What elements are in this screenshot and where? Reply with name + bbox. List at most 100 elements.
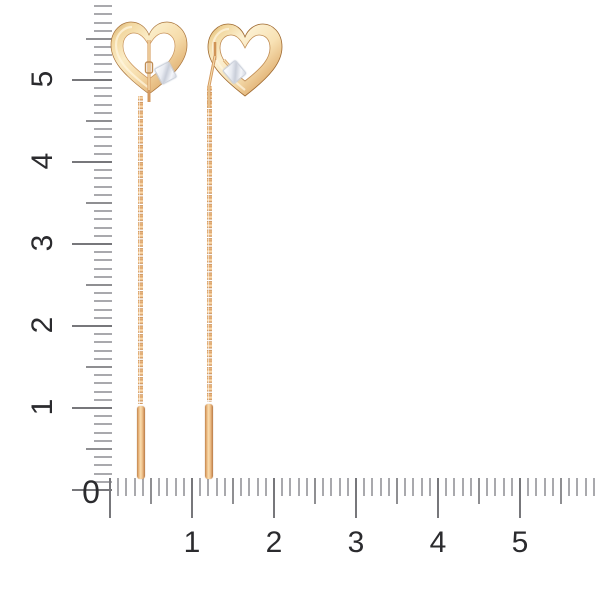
horizontal-tick-minor — [535, 478, 538, 496]
horizontal-tick-minor — [166, 478, 169, 496]
vertical-tick-minor — [94, 62, 112, 65]
right-earring-threader-bar — [205, 404, 213, 479]
vertical-tick-minor — [94, 456, 112, 459]
horizontal-tick-minor — [289, 478, 292, 496]
horizontal-tick-minor — [158, 478, 161, 496]
horizontal-tick-minor — [469, 478, 472, 496]
vertical-tick-minor — [94, 5, 112, 8]
horizontal-tick-minor — [543, 478, 546, 496]
vertical-tick-minor — [94, 423, 112, 426]
horizontal-tick-mid — [396, 478, 398, 504]
horizontal-tick-minor — [584, 478, 587, 496]
horizontal-tick-minor — [264, 478, 267, 496]
horizontal-tick-mid — [478, 478, 480, 504]
horizontal-tick-minor — [404, 478, 407, 496]
horizontal-tick-minor — [256, 478, 259, 496]
horizontal-tick-minor — [330, 478, 333, 496]
vertical-tick-minor — [94, 21, 112, 24]
vertical-tick-minor — [94, 415, 112, 418]
horizontal-tick-minor — [248, 478, 251, 496]
horizontal-tick-minor — [281, 478, 284, 496]
vertical-tick-major — [72, 79, 112, 81]
vertical-tick-mid — [86, 202, 112, 204]
horizontal-tick-minor — [551, 478, 554, 496]
horizontal-ruler-label-4: 4 — [429, 526, 447, 559]
horizontal-tick-minor — [297, 478, 300, 496]
vertical-tick-mid — [86, 366, 112, 368]
vertical-ruler-label-3: 3 — [26, 234, 59, 252]
horizontal-tick-minor — [379, 478, 382, 496]
vertical-ruler — [72, 0, 112, 491]
vertical-tick-minor — [94, 398, 112, 401]
vertical-tick-minor — [94, 185, 112, 188]
vertical-tick-major — [72, 243, 112, 245]
left-earring-threader-bar — [137, 406, 145, 479]
vertical-tick-mid — [86, 448, 112, 450]
horizontal-tick-minor — [568, 478, 571, 496]
vertical-tick-minor — [94, 357, 112, 360]
horizontal-tick-mid — [560, 478, 562, 504]
vertical-tick-minor — [94, 300, 112, 303]
horizontal-tick-minor — [363, 478, 366, 496]
horizontal-tick-mid — [150, 478, 152, 504]
vertical-tick-major — [72, 489, 112, 491]
vertical-tick-minor — [94, 136, 112, 139]
horizontal-tick-minor — [592, 478, 595, 496]
vertical-ruler-label-2: 2 — [26, 316, 59, 334]
vertical-tick-minor — [94, 169, 112, 172]
horizontal-tick-minor — [510, 478, 513, 496]
vertical-tick-minor — [94, 472, 112, 475]
vertical-tick-minor — [94, 128, 112, 131]
horizontal-tick-minor — [182, 478, 185, 496]
horizontal-ruler — [109, 478, 600, 518]
vertical-ruler-label-5: 5 — [26, 70, 59, 88]
vertical-tick-minor — [94, 292, 112, 295]
vertical-tick-minor — [94, 13, 112, 16]
horizontal-ruler-label-2: 2 — [265, 526, 283, 559]
vertical-tick-minor — [94, 152, 112, 155]
vertical-tick-minor — [94, 87, 112, 90]
vertical-tick-minor — [94, 480, 112, 483]
horizontal-tick-mid — [314, 478, 316, 504]
vertical-tick-minor — [94, 390, 112, 393]
horizontal-tick-minor — [338, 478, 341, 496]
horizontal-tick-minor — [207, 478, 210, 496]
right-earring-box-chain — [207, 86, 212, 402]
horizontal-tick-minor — [125, 478, 128, 496]
vertical-tick-mid — [86, 284, 112, 286]
vertical-tick-mid — [86, 38, 112, 40]
left-earring-heart-motif — [108, 16, 190, 102]
horizontal-tick-major — [191, 478, 193, 518]
vertical-tick-minor — [94, 382, 112, 385]
vertical-ruler-label-1: 1 — [26, 398, 59, 416]
horizontal-tick-minor — [453, 478, 456, 496]
horizontal-ruler-label-1: 1 — [183, 526, 201, 559]
horizontal-tick-minor — [412, 478, 415, 496]
vertical-tick-minor — [94, 431, 112, 434]
horizontal-tick-major — [273, 478, 275, 518]
ruler-origin-label: 0 — [82, 474, 100, 510]
vertical-tick-minor — [94, 259, 112, 262]
horizontal-tick-minor — [305, 478, 308, 496]
horizontal-tick-major — [355, 478, 357, 518]
horizontal-tick-minor — [576, 478, 579, 496]
horizontal-tick-minor — [502, 478, 505, 496]
vertical-tick-minor — [94, 341, 112, 344]
vertical-tick-minor — [94, 144, 112, 147]
vertical-tick-major — [72, 325, 112, 327]
right-earring-heart-motif — [200, 16, 286, 108]
horizontal-tick-minor — [371, 478, 374, 496]
vertical-tick-minor — [94, 193, 112, 196]
vertical-tick-minor — [94, 439, 112, 442]
vertical-tick-minor — [94, 251, 112, 254]
vertical-tick-minor — [94, 218, 112, 221]
vertical-tick-minor — [94, 267, 112, 270]
horizontal-tick-minor — [461, 478, 464, 496]
horizontal-tick-minor — [428, 478, 431, 496]
horizontal-tick-minor — [322, 478, 325, 496]
vertical-tick-major — [72, 161, 112, 163]
horizontal-tick-minor — [215, 478, 218, 496]
horizontal-tick-minor — [420, 478, 423, 496]
horizontal-tick-minor — [346, 478, 349, 496]
